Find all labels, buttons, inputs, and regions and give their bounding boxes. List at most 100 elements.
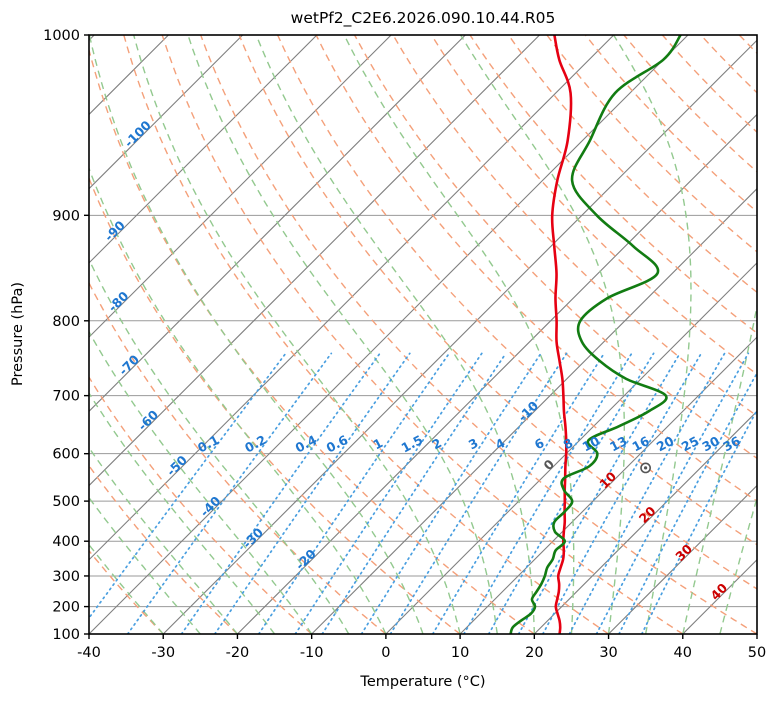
x-axis-label: Temperature (°C) bbox=[359, 674, 485, 690]
dry-adiabat-line bbox=[546, 35, 757, 253]
moist-adiabat-line bbox=[187, 35, 498, 634]
mixing-ratio-line bbox=[487, 352, 655, 634]
mixing-ratio-line bbox=[541, 352, 703, 634]
moist-adiabat-line bbox=[89, 35, 424, 634]
mixing-ratio-label-text: 16 bbox=[629, 433, 652, 455]
isotherm-line bbox=[608, 484, 757, 634]
isotherm-line bbox=[237, 113, 757, 634]
moist-adiabat-line bbox=[682, 302, 757, 634]
y-axis-tick-label: 800 bbox=[52, 314, 80, 330]
x-axis-tick-label: -20 bbox=[226, 645, 250, 661]
isotherm-line bbox=[89, 35, 392, 338]
y-axis-tick-label: 400 bbox=[52, 534, 80, 550]
dry-adiabat-line bbox=[89, 47, 535, 634]
dry-adiabat-line bbox=[89, 464, 238, 634]
mixing-ratio-line bbox=[294, 352, 483, 634]
y-axis-tick-label: 1000 bbox=[43, 28, 80, 44]
isotherm-line bbox=[459, 336, 757, 634]
isotherm-line bbox=[756, 633, 757, 634]
dry-adiabat-line bbox=[200, 35, 757, 634]
mixing-ratio-label: 16 bbox=[629, 433, 652, 455]
x-axis-tick-label: -40 bbox=[77, 645, 101, 661]
mixing-ratio-line bbox=[126, 352, 333, 634]
page-title: wetPf2_C2E6.2026.090.10.44.R05 bbox=[291, 9, 556, 28]
mixing-ratio-line bbox=[360, 352, 542, 634]
dry-adiabat-line bbox=[315, 35, 757, 502]
dry-adiabat-line bbox=[161, 35, 684, 634]
isotherm-line bbox=[533, 410, 757, 634]
x-axis-tick-label: 10 bbox=[451, 645, 469, 661]
dry-adiabat-line bbox=[123, 35, 609, 634]
dry-adiabat-line bbox=[392, 35, 757, 417]
dry-adiabat-line bbox=[430, 35, 757, 376]
sounding-curves bbox=[509, 35, 682, 634]
dry-adiabat-line bbox=[623, 35, 757, 173]
axis-layer: 100 200 300 400 500 600 700 800 900 1000 -40 -30 -20… bbox=[43, 28, 766, 661]
dry-adiabat-line bbox=[507, 35, 757, 294]
dry-adiabat-line bbox=[238, 35, 757, 590]
mixing-ratio-label: 25 bbox=[679, 433, 701, 454]
surface-lcl-marker-dot bbox=[644, 466, 648, 470]
y-axis-tick-label: 200 bbox=[52, 600, 80, 616]
moist-adiabat-line bbox=[255, 35, 535, 634]
moist-adiabat-line bbox=[343, 35, 575, 634]
plot-background bbox=[89, 35, 757, 634]
isotherm-line bbox=[89, 35, 540, 487]
mixing-ratio-label-text: 10 bbox=[580, 433, 603, 455]
y-axis-tick-label: 500 bbox=[52, 494, 80, 510]
dry-adiabat-line bbox=[89, 375, 313, 634]
isotherm-line bbox=[162, 39, 757, 634]
moist-adiabat-line bbox=[89, 391, 276, 634]
mixing-ratio-line bbox=[463, 352, 633, 634]
moist-adiabat-line bbox=[613, 35, 692, 634]
mixing-ratio-label: 10 bbox=[580, 433, 603, 455]
moist-adiabat-line bbox=[460, 35, 625, 634]
dry-adiabat-line bbox=[276, 35, 757, 546]
mixing-ratio-line bbox=[389, 352, 568, 634]
mixing-ratio-line bbox=[618, 371, 757, 634]
mixing-ratio-line bbox=[431, 352, 605, 634]
mixing-ratio-label: 30 bbox=[699, 433, 722, 455]
moist-adiabat-line bbox=[133, 35, 461, 634]
y-axis-tick-label: 300 bbox=[52, 569, 80, 585]
x-axis-tick-label: 50 bbox=[748, 645, 766, 661]
grid-layer bbox=[89, 35, 757, 634]
mixing-ratio-line bbox=[321, 352, 507, 634]
sounding-temperature-curve bbox=[550, 35, 573, 634]
y-axis-tick-label: 700 bbox=[52, 389, 80, 405]
y-axis-tick-label: 100 bbox=[52, 627, 80, 643]
y-axis-tick-label: 900 bbox=[52, 208, 80, 224]
x-axis-tick-label: -10 bbox=[300, 645, 324, 661]
x-axis-tick-label: 30 bbox=[599, 645, 617, 661]
isotherm-line bbox=[89, 35, 318, 264]
mixing-ratio-line bbox=[568, 352, 726, 634]
mixing-ratio-label-text: 36 bbox=[720, 433, 743, 455]
mixing-ratio-line bbox=[640, 408, 757, 634]
isotherm-line bbox=[89, 35, 615, 561]
mixing-ratio-label-text: 30 bbox=[699, 433, 722, 455]
plot-frame bbox=[88, 34, 758, 635]
mixing-ratio-label: 36 bbox=[720, 433, 743, 455]
mixing-ratio-line bbox=[595, 352, 750, 634]
x-axis-tick-label: 20 bbox=[525, 645, 543, 661]
x-axis-tick-label: -30 bbox=[151, 645, 175, 661]
dry-adiabat-line bbox=[89, 176, 461, 634]
mixing-ratio-line bbox=[213, 352, 411, 634]
mixing-ratio-line bbox=[89, 352, 287, 620]
isotherm-line bbox=[385, 262, 757, 634]
dry-adiabat-line bbox=[700, 35, 757, 94]
moist-adiabat-line bbox=[89, 330, 313, 634]
mixing-ratio-line bbox=[180, 352, 381, 634]
y-axis-tick-label: 600 bbox=[52, 447, 80, 463]
isotherm-line bbox=[89, 35, 466, 413]
y-axis-label: Pressure (hPa) bbox=[10, 282, 26, 386]
mixing-ratio-label-text: 13 bbox=[607, 433, 629, 454]
mixing-ratio-label-text: 25 bbox=[679, 433, 701, 454]
mixing-ratio-label-text: 20 bbox=[654, 433, 677, 455]
x-axis-tick-label: 40 bbox=[674, 645, 692, 661]
dry-adiabat-line bbox=[89, 281, 387, 634]
isotherm-line bbox=[311, 187, 757, 634]
isotherm-line bbox=[89, 35, 244, 190]
